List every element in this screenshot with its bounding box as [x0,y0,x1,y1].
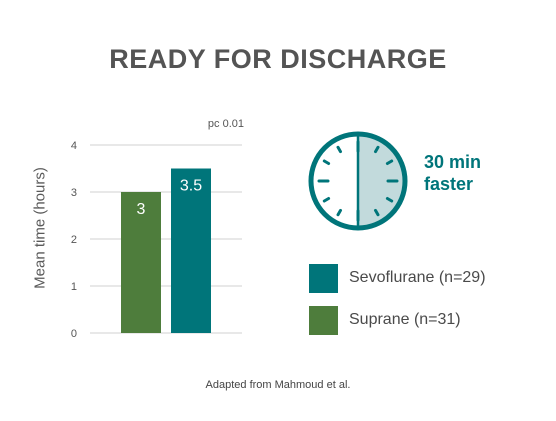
legend-swatch-sevoflurane [309,263,338,293]
clock-icon [308,131,408,231]
faster-line-1: 30 min [424,152,482,172]
bar-value-label: 3.5 [180,178,202,195]
y-tick-label: 1 [71,281,77,293]
y-tick-label: 0 [71,328,77,340]
y-axis-label: Mean time (hours) [31,167,49,289]
faster-callout: 30 min faster [424,151,481,195]
legend-label-suprane: Suprane (n=31) [349,311,461,328]
y-tick-label: 3 [71,187,77,199]
legend-item-sevoflurane: Sevoflurane (n=29) [309,263,486,293]
legend-label-sevoflurane: Sevoflurane (n=29) [349,269,486,286]
p-value-note: pc 0.01 [207,118,244,130]
y-tick-label: 2 [71,234,77,246]
source-footnote: Adapted from Mahmoud et al. [205,379,351,391]
bar [171,168,211,333]
legend-item-suprane: Suprane (n=31) [309,305,461,335]
y-tick-label: 4 [71,140,77,152]
page-title: READY FOR DISCHARGE [109,44,447,74]
legend-swatch-suprane [309,305,338,335]
bar [121,192,161,333]
bar-value-label: 3 [137,201,146,218]
faster-line-2: faster [424,174,474,194]
